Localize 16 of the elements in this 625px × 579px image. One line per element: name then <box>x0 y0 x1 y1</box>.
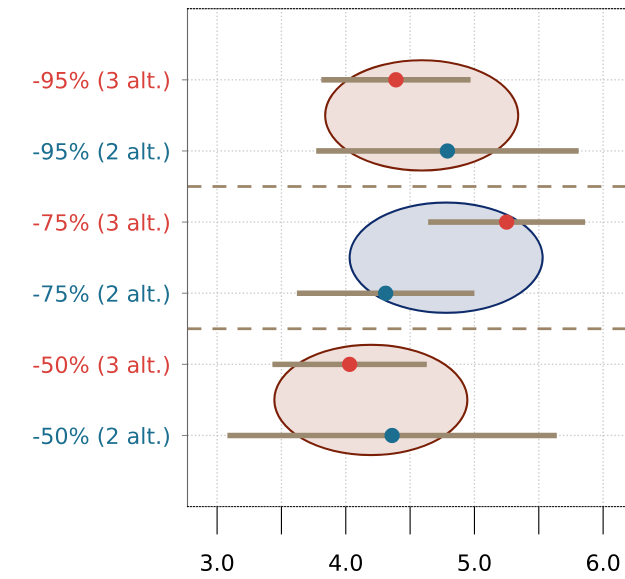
x-tick-label: 5.0 <box>458 554 491 572</box>
point <box>498 214 514 230</box>
x-tick-label: 4.0 <box>329 554 362 572</box>
point <box>384 428 400 444</box>
y-tick-label: -50% (2 alt.) <box>33 427 169 447</box>
point <box>378 286 394 301</box>
x-tick-label: 6.0 <box>587 554 620 572</box>
point <box>342 356 358 372</box>
y-tick-label: -50% (3 alt.) <box>33 356 169 376</box>
y-tick-label: -75% (3 alt.) <box>33 214 169 234</box>
y-tick-label: -75% (2 alt.) <box>33 284 169 305</box>
x-tick-label: 3.0 <box>201 554 234 572</box>
point <box>440 143 456 159</box>
y-tick-label: -95% (2 alt.) <box>33 142 169 162</box>
y-tick-label: -95% (3 alt.) <box>33 71 169 92</box>
point <box>388 72 404 88</box>
